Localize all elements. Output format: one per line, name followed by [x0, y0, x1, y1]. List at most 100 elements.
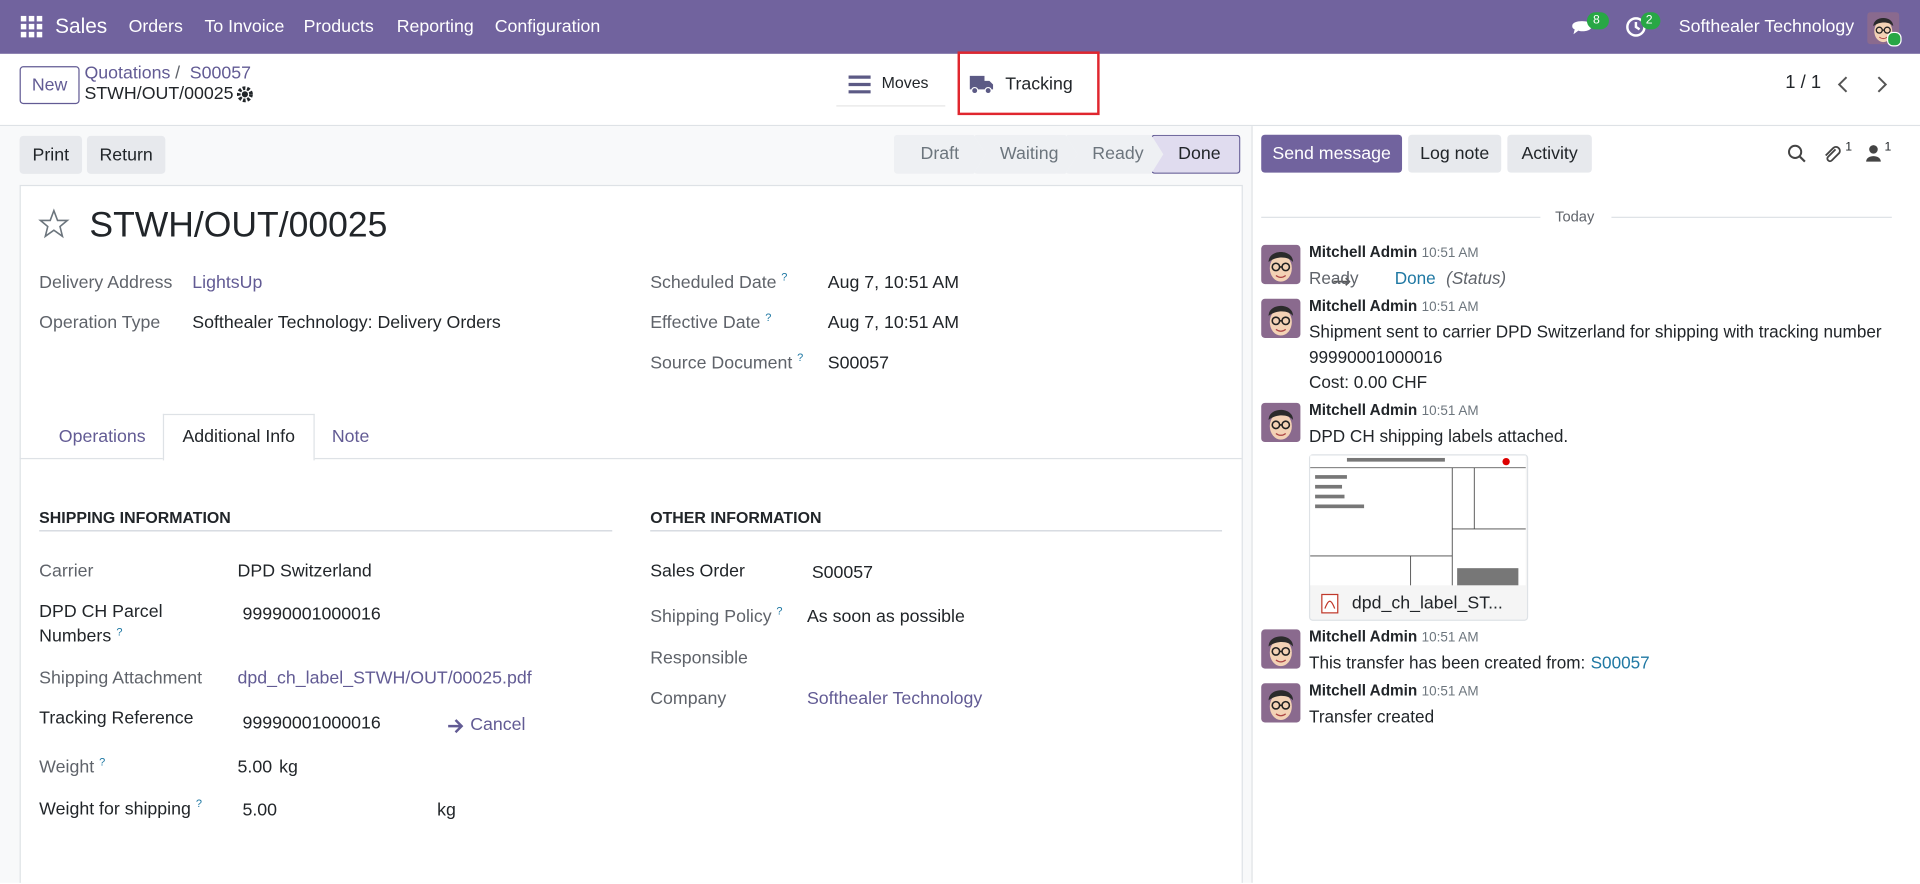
- field-value[interactable]: Softhealer Technology: [806, 689, 983, 709]
- help-marker: ?: [99, 755, 106, 768]
- new-button[interactable]: New: [19, 66, 80, 105]
- tab[interactable]: Note: [331, 427, 370, 447]
- avatar: [1261, 298, 1301, 338]
- arrow-icon: [448, 719, 464, 734]
- tracking-new-value: Done: [1394, 268, 1436, 288]
- breadcrumb-separator: /: [175, 63, 181, 84]
- list-icon: [848, 75, 871, 94]
- avatar: [1261, 402, 1301, 443]
- field-label: Shipping Policy: [650, 607, 772, 627]
- separator-line: [1611, 216, 1892, 218]
- field-value: 5.00: [237, 757, 273, 778]
- tracking-button[interactable]: [957, 51, 1100, 116]
- truck-icon: [969, 75, 994, 95]
- tracking-field: (Status): [1446, 268, 1507, 288]
- help-marker: ?: [797, 351, 804, 364]
- avatar: [1261, 629, 1301, 669]
- message-time: 10:51 AM: [1421, 300, 1479, 315]
- status-step[interactable]: Draft: [894, 135, 986, 174]
- status-step[interactable]: Waiting: [973, 135, 1077, 174]
- field-label: DPD CH Parcel Numbers: [39, 602, 163, 647]
- pager: 1 / 1: [1785, 72, 1822, 94]
- search-icon[interactable]: [1788, 144, 1808, 164]
- message-body: Shipment sent to carrier DPD Switzerland…: [1308, 321, 1882, 367]
- menu-item[interactable]: Reporting: [396, 17, 474, 37]
- message-author[interactable]: Mitchell Admin: [1308, 682, 1418, 700]
- badge: [1640, 12, 1661, 30]
- message-link[interactable]: S00057: [1590, 652, 1650, 673]
- tab[interactable]: Operations: [58, 427, 146, 447]
- field-label: Shipping Attachment: [39, 668, 203, 689]
- status-step[interactable]: Done: [1151, 134, 1241, 174]
- field-value[interactable]: dpd_ch_label_STWH/OUT/00025.pdf: [237, 668, 532, 689]
- favorite-star[interactable]: [38, 208, 70, 239]
- message-body: This transfer has been created from:: [1308, 652, 1586, 673]
- field-label: Sales Order: [650, 562, 745, 582]
- field-value: Aug 7, 10:51 AM: [827, 313, 960, 334]
- menu-item[interactable]: To Invoice: [204, 17, 285, 37]
- field-value: S00057: [811, 563, 874, 583]
- apps-icon[interactable]: [20, 15, 43, 38]
- activity-button[interactable]: Activity: [1507, 134, 1592, 173]
- field-label: Effective Date: [650, 313, 761, 334]
- message-time: 10:51 AM: [1421, 246, 1479, 261]
- field-label: Scheduled Date: [650, 273, 777, 293]
- breadcrumb[interactable]: Quotations: [84, 63, 171, 84]
- menu-item[interactable]: Orders: [128, 17, 183, 37]
- message-time: 10:51 AM: [1421, 684, 1479, 700]
- help-marker: ?: [116, 625, 123, 638]
- message-author[interactable]: Mitchell Admin: [1308, 401, 1418, 419]
- print-button[interactable]: Print: [19, 135, 83, 174]
- help-marker: ?: [781, 270, 788, 283]
- record-name: STWH/OUT/00025: [84, 84, 234, 105]
- badge-count: 8: [1593, 13, 1600, 27]
- return-button[interactable]: Return: [86, 135, 166, 174]
- field-value: Aug 7, 10:51 AM: [827, 273, 960, 293]
- active-tab: [162, 413, 315, 461]
- message-time: 10:51 AM: [1421, 630, 1479, 646]
- tab-divider: [19, 457, 1242, 460]
- count: 1: [1884, 140, 1892, 155]
- menu-item[interactable]: Products: [303, 17, 374, 37]
- avatar: [1261, 244, 1301, 285]
- field-label: Responsible: [650, 648, 748, 669]
- message-author[interactable]: Mitchell Admin: [1308, 297, 1418, 315]
- field-label: Weight: [39, 757, 95, 778]
- log-note-button[interactable]: Log note: [1408, 134, 1502, 173]
- message-author[interactable]: Mitchell Admin: [1308, 243, 1418, 261]
- field-label: Source Document: [650, 353, 793, 374]
- message-body: Cost: 0.00 CHF: [1308, 372, 1428, 392]
- follower-icon[interactable]: [1866, 144, 1881, 162]
- form-sheet: [19, 184, 1243, 883]
- breadcrumb[interactable]: S00057: [189, 63, 252, 84]
- tab[interactable]: Additional Info: [182, 427, 295, 447]
- avatar: [1261, 683, 1301, 723]
- status-step[interactable]: Ready: [1065, 135, 1163, 174]
- company-name[interactable]: Softhealer Technology: [1678, 17, 1855, 37]
- gear-icon[interactable]: [236, 86, 253, 103]
- message-time: 10:51 AM: [1421, 404, 1479, 419]
- app-name[interactable]: Sales: [55, 14, 108, 38]
- field-value[interactable]: LightsUp: [192, 273, 263, 293]
- help-marker: ?: [765, 311, 772, 324]
- help-marker: ?: [776, 604, 783, 618]
- smart-button-label[interactable]: Tracking: [1005, 74, 1073, 95]
- section-rule: [39, 530, 613, 532]
- field-value: S00057: [827, 353, 889, 374]
- field-value: Softhealer Technology: Delivery Orders: [192, 313, 501, 334]
- cancel-link[interactable]: Cancel: [470, 715, 526, 735]
- pager-next[interactable]: [1876, 76, 1888, 93]
- paperclip-icon[interactable]: [1823, 143, 1841, 164]
- unit: kg: [437, 800, 456, 821]
- smart-button-label[interactable]: Moves: [881, 73, 929, 92]
- attachment-name[interactable]: dpd_ch_label_ST...: [1351, 593, 1503, 614]
- tracking-old-value: Ready: [1308, 268, 1359, 288]
- send-message-button[interactable]: Send message: [1261, 134, 1403, 173]
- message-author[interactable]: Mitchell Admin: [1308, 628, 1418, 646]
- arrow-icon: [1333, 277, 1351, 286]
- help-marker: ?: [195, 797, 203, 810]
- pager-previous[interactable]: [1837, 76, 1849, 93]
- menu-item[interactable]: Configuration: [494, 17, 601, 37]
